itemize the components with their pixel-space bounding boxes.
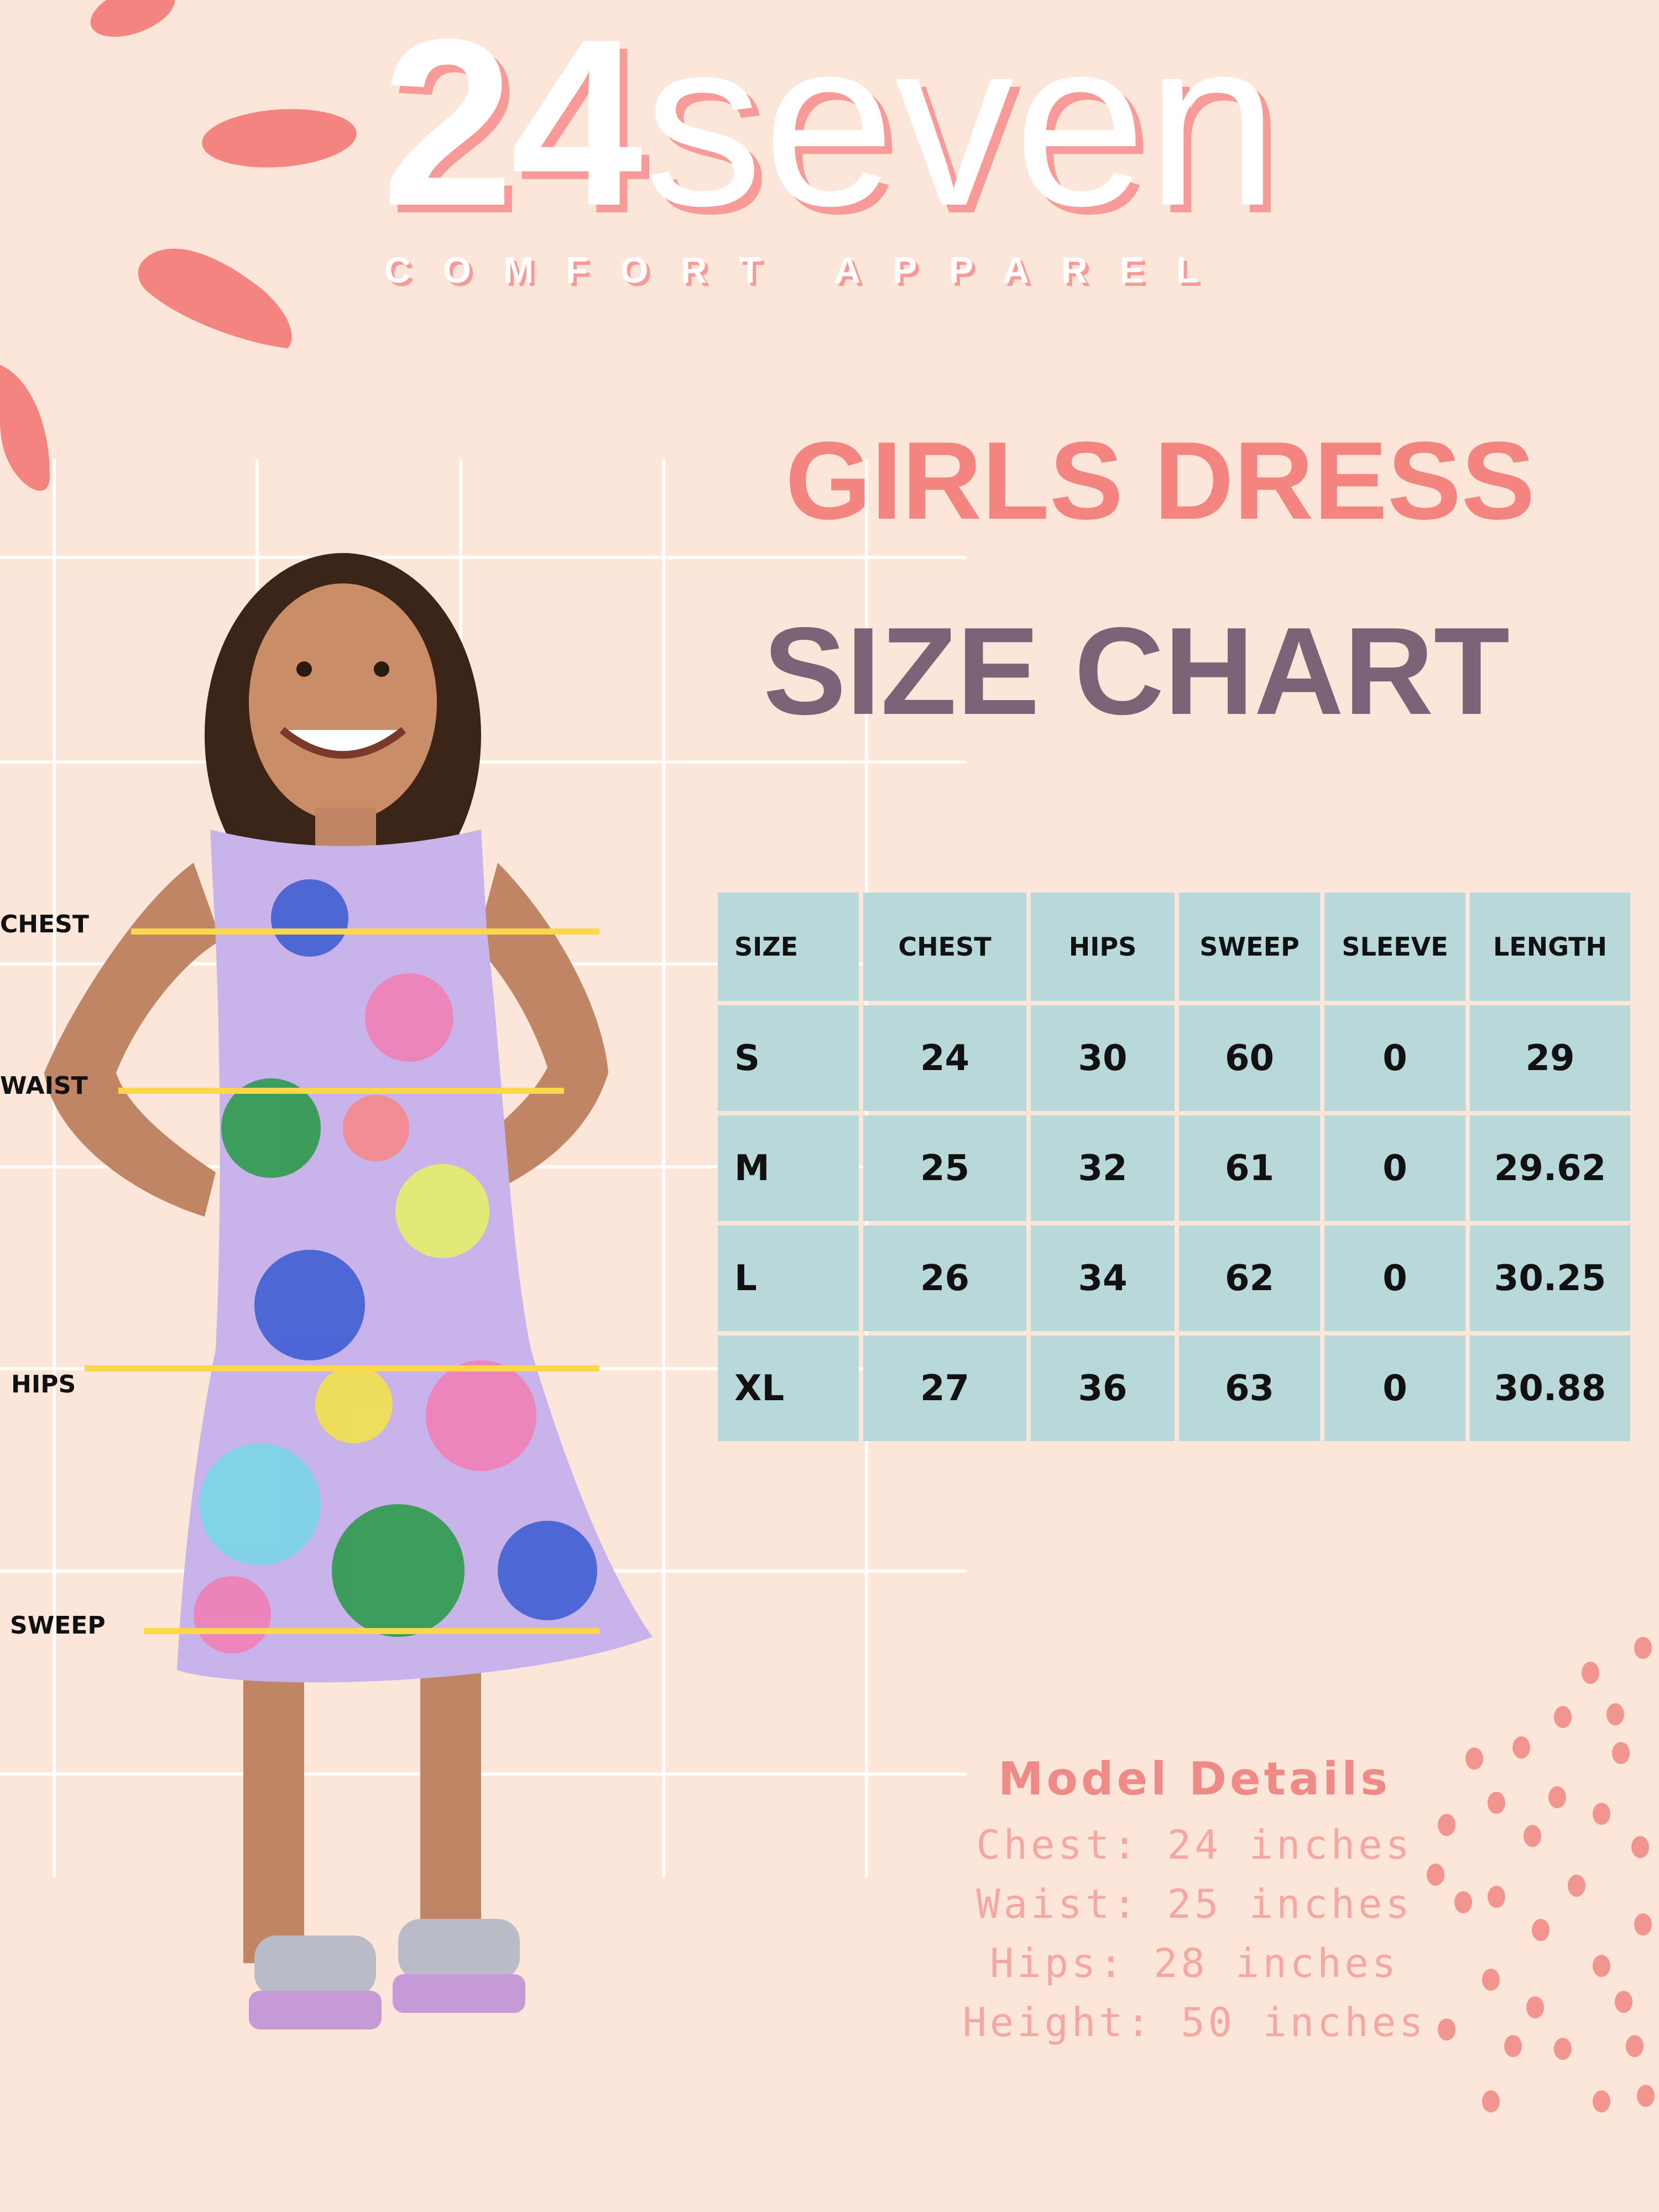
decorative-dot — [1606, 1703, 1624, 1725]
table-cell: 36 — [1031, 1335, 1175, 1441]
column-header: HIPS — [1031, 893, 1175, 1001]
decorative-dot — [1554, 2038, 1572, 2060]
measure-line-sweep — [144, 1628, 599, 1634]
decorative-dot — [1488, 1886, 1505, 1908]
table-cell: 0 — [1324, 1335, 1465, 1441]
model-details: Model Details Chest: 24 inches Waist: 25… — [929, 1753, 1460, 2052]
model-photo — [44, 553, 653, 2030]
table-cell: 0 — [1324, 1115, 1465, 1221]
table-cell: 24 — [863, 1005, 1026, 1111]
table-header-row: SIZE CHEST HIPS SWEEP SLEEVE LENGTH — [718, 893, 1630, 1001]
table-cell: 0 — [1324, 1225, 1465, 1331]
table-cell: L — [718, 1225, 859, 1331]
decorative-dot — [1512, 1736, 1530, 1759]
decorative-dot — [1524, 1825, 1541, 1847]
decorative-dot — [1568, 1875, 1585, 1897]
table-cell: 29.62 — [1470, 1115, 1630, 1221]
decorative-dot — [1612, 1742, 1630, 1764]
page-subtitle: SIZE CHART — [763, 601, 1510, 740]
measure-label-sweep: SWEEP — [10, 1611, 106, 1640]
decorative-dot — [1554, 1706, 1572, 1728]
column-header: SLEEVE — [1324, 893, 1465, 1001]
column-header: CHEST — [863, 893, 1026, 1001]
table-cell: XL — [718, 1335, 859, 1441]
decorative-dot — [1465, 1747, 1483, 1770]
decorative-dot — [1593, 1803, 1610, 1825]
brand-logo: 24seven — [382, 4, 1279, 242]
measure-label-hips: HIPS — [11, 1370, 76, 1399]
model-detail-hips: Hips: 28 inches — [989, 1940, 1400, 1986]
table-cell: 26 — [863, 1225, 1026, 1331]
decorative-dot — [1526, 1996, 1544, 2018]
page-title: GIRLS DRESS — [785, 419, 1535, 542]
table-cell: 30.25 — [1470, 1225, 1630, 1331]
column-header: LENGTH — [1470, 893, 1630, 1001]
decorative-dot — [1438, 1814, 1455, 1836]
table-cell: 29 — [1470, 1005, 1630, 1111]
table-cell: 61 — [1179, 1115, 1320, 1221]
table-cell: 27 — [863, 1335, 1026, 1441]
measure-line-hips — [85, 1365, 599, 1371]
table-cell: 60 — [1179, 1005, 1320, 1111]
decorative-dot — [1637, 2085, 1655, 2107]
decorative-dot — [1593, 2090, 1610, 2112]
column-header: SIZE — [718, 893, 859, 1001]
table-cell: 34 — [1031, 1225, 1175, 1331]
decorative-dot — [1593, 1955, 1610, 1977]
decorative-dot — [1634, 1637, 1652, 1659]
decorative-dot — [1615, 1991, 1632, 2013]
model-detail-waist: Waist: 25 inches — [976, 1881, 1413, 1927]
table-cell: M — [718, 1115, 859, 1221]
logo-word: seven — [644, 0, 1279, 255]
decorative-dot — [1482, 1969, 1500, 1991]
logo-number: 24 — [382, 0, 643, 255]
table-row: L 26 34 62 0 30.25 — [718, 1225, 1630, 1331]
decorative-dot — [1626, 2035, 1644, 2057]
decorative-dot — [1548, 1786, 1566, 1808]
decorative-dot — [1482, 2090, 1500, 2112]
column-header: SWEEP — [1179, 893, 1320, 1001]
decorative-dot — [1504, 2035, 1522, 2057]
brand-tagline: COMFORT APPAREL — [384, 249, 1230, 290]
decorative-dot — [1532, 1919, 1550, 1941]
measure-label-waist: WAIST — [0, 1072, 88, 1100]
decorative-dot — [1438, 2018, 1455, 2041]
table-row: S 24 30 60 0 29 — [718, 1005, 1630, 1111]
measure-line-chest — [131, 928, 599, 935]
table-cell: 32 — [1031, 1115, 1175, 1221]
table-cell: 63 — [1179, 1335, 1320, 1441]
decorative-petals — [0, 0, 357, 491]
measure-label-chest: CHEST — [0, 910, 89, 938]
model-detail-chest: Chest: 24 inches — [976, 1822, 1413, 1868]
table-cell: 30.88 — [1470, 1335, 1630, 1441]
table-cell: 0 — [1324, 1005, 1465, 1111]
size-chart-table: SIZE CHEST HIPS SWEEP SLEEVE LENGTH S 24… — [713, 888, 1635, 1446]
decorative-dot — [1631, 1836, 1649, 1858]
table-row: M 25 32 61 0 29.62 — [718, 1115, 1630, 1221]
model-detail-height: Height: 50 inches — [962, 1999, 1427, 2046]
table-cell: 30 — [1031, 1005, 1175, 1111]
measure-line-waist — [118, 1088, 564, 1094]
decorative-dot — [1427, 1864, 1444, 1886]
decorative-dot — [1582, 1662, 1599, 1684]
decorative-dot — [1634, 1913, 1652, 1936]
decorative-dot — [1454, 1891, 1472, 1913]
table-cell: S — [718, 1005, 859, 1111]
table-row: XL 27 36 63 0 30.88 — [718, 1335, 1630, 1441]
model-details-title: Model Details — [998, 1753, 1391, 1806]
table-cell: 62 — [1179, 1225, 1320, 1331]
decorative-dot — [1488, 1792, 1505, 1814]
table-cell: 25 — [863, 1115, 1026, 1221]
